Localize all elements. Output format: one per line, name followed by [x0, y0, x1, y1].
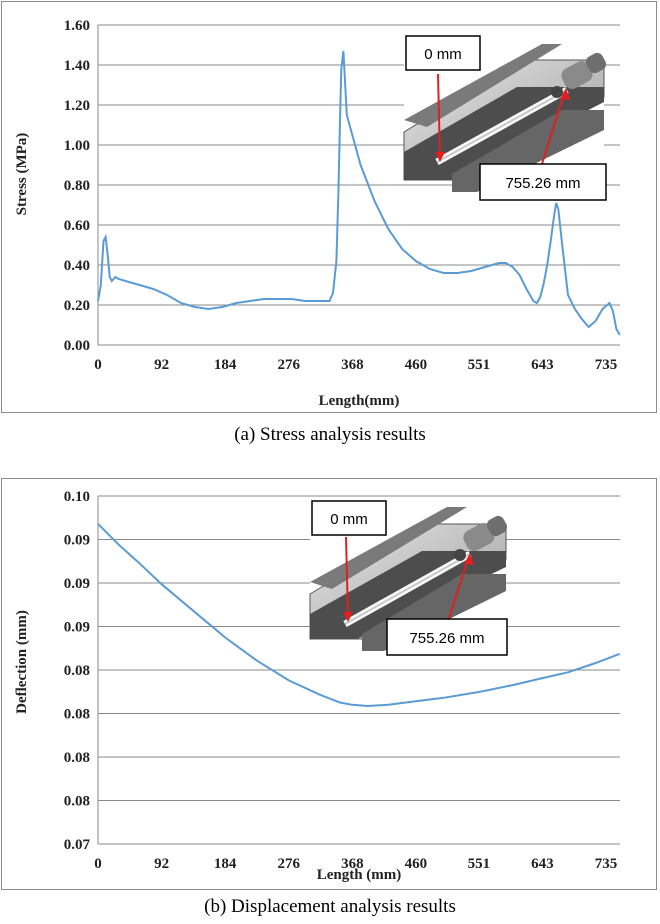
start-arrow-head [435, 152, 445, 162]
x-tick-label: 735 [595, 357, 618, 373]
y-tick-label: 0.08 [64, 750, 90, 766]
y-tick-label: 0.20 [64, 298, 90, 314]
y-tick-label: 0.09 [64, 533, 90, 549]
x-tick-label: 368 [341, 357, 364, 373]
y-tick-label: 1.20 [64, 98, 90, 114]
y-tick-label: 0.40 [64, 258, 90, 274]
stress-chart-panel: 0.00 0.20 0.40 0.60 0.80 1.00 1.20 1.40 1.60 0 92… [1, 1, 657, 413]
start-callout-box [405, 35, 481, 71]
x-tick-label: 551 [468, 856, 491, 872]
end-callout-label: 755.26 mm [505, 175, 580, 192]
y-tick-label: 0.07 [64, 837, 91, 853]
x-axis-label: Length (mm) [317, 867, 402, 883]
x-tick-label: 184 [214, 856, 237, 872]
caption-deflection: (b) Displacement analysis results [204, 896, 456, 917]
deflection-chart: 0.07 0.08 0.08 0.08 0.08 0.09 0.09 0.09 0.10 0 92… [14, 489, 621, 883]
y-tick-label: 0.08 [64, 707, 90, 723]
start-arrow-head [343, 612, 353, 622]
x-tick-label: 0 [94, 856, 102, 872]
x-tick-label: 276 [278, 357, 301, 373]
y-axis-label: Stress (MPa) [14, 133, 30, 216]
end-arrow-head [560, 88, 570, 100]
x-tick-label: 460 [405, 856, 428, 872]
x-tick-label: 551 [468, 357, 491, 373]
y-tick-label: 1.00 [64, 138, 90, 154]
caption-stress: (a) Stress analysis results [234, 424, 426, 445]
start-callout-label: 0 mm [424, 46, 462, 63]
x-tick-label: 92 [154, 856, 169, 872]
deflection-chart-panel: 0.07 0.08 0.08 0.08 0.08 0.09 0.09 0.09 0.10 0 92… [1, 478, 657, 890]
x-tick-label: 92 [154, 357, 169, 373]
end-callout-label: 755.26 mm [409, 630, 484, 647]
end-callout-box [386, 618, 508, 656]
stress-series-line [97, 50, 621, 336]
y-tick-label: 0.00 [64, 338, 90, 354]
x-tick-label: 276 [278, 856, 301, 872]
x-axis-label: Length(mm) [319, 393, 400, 409]
y-tick-label: 1.60 [64, 18, 90, 34]
end-arrow-head [464, 553, 474, 565]
start-arrow-line [437, 73, 441, 159]
start-callout-label: 0 mm [330, 511, 368, 528]
end-arrow-line [541, 93, 565, 165]
y-tick-label: 0.08 [64, 794, 90, 810]
y-tick-label: 0.09 [64, 620, 90, 636]
end-arrow-line [447, 558, 469, 622]
y-tick-label: 0.08 [64, 663, 90, 679]
x-tick-label: 643 [531, 357, 554, 373]
end-callout-box [479, 163, 607, 201]
deflection-series-line [97, 523, 621, 708]
x-tick-label: 643 [531, 856, 554, 872]
x-tick-label: 0 [94, 357, 102, 373]
y-tick-label: 1.40 [64, 58, 90, 74]
y-tick-label: 0.60 [64, 218, 90, 234]
x-tick-label: 184 [214, 357, 237, 373]
stress-chart: 0.00 0.20 0.40 0.60 0.80 1.00 1.20 1.40 1.60 0 92… [14, 18, 621, 409]
start-callout-box [311, 500, 387, 536]
x-tick-label: 735 [595, 856, 618, 872]
y-tick-label: 0.09 [64, 576, 90, 592]
start-arrow-line [345, 536, 349, 618]
y-tick-label: 0.10 [64, 489, 90, 505]
x-tick-label: 368 [341, 856, 364, 872]
x-tick-label: 460 [405, 357, 428, 373]
y-axis-label: Deflection (mm) [14, 610, 30, 714]
y-tick-label: 0.80 [64, 178, 90, 194]
